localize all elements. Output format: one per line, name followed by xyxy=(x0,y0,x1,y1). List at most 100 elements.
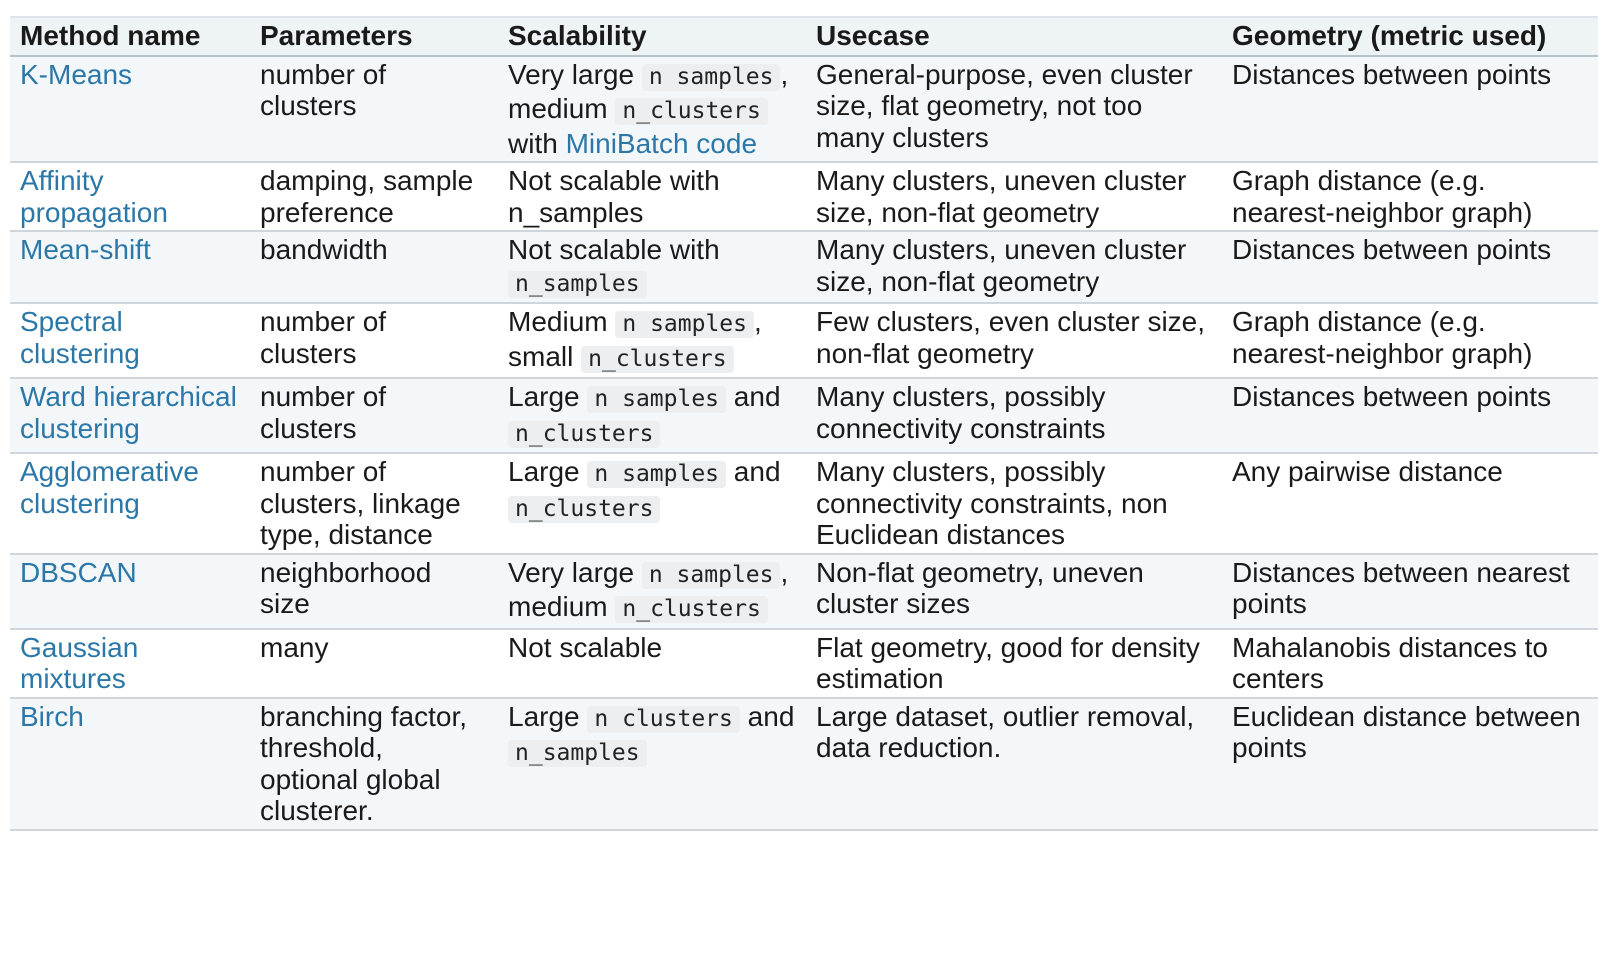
scalability-cell: Large n samples and n_clusters xyxy=(498,378,806,453)
code-n-samples: n samples xyxy=(587,386,727,413)
method-cell: Gaussian mixtures xyxy=(10,628,250,698)
usecase-cell: General-purpose, even cluster size, flat… xyxy=(806,55,1222,162)
method-link-birch[interactable]: Birch xyxy=(20,700,84,732)
scalability-text: with xyxy=(508,127,566,159)
code-n-samples: n_samples xyxy=(508,740,647,767)
method-cell: Affinity propagation xyxy=(10,162,250,231)
code-n-clusters: n clusters xyxy=(587,705,740,733)
scalability-text: and xyxy=(726,381,781,412)
parameters-cell: number of clusters, linkage type, distan… xyxy=(250,453,498,554)
method-link-ward-hierarchical-clustering[interactable]: Ward hierarchical clustering xyxy=(20,381,237,444)
method-link-agglomerative-clustering[interactable]: Agglomerative clustering xyxy=(20,456,199,519)
header-geometry: Geometry (metric used) xyxy=(1222,17,1598,56)
method-cell: Agglomerative clustering xyxy=(10,453,250,554)
table-row: DBSCAN neighborhood size Very large n sa… xyxy=(10,553,1598,629)
method-link-spectral-clustering[interactable]: Spectral clustering xyxy=(20,306,140,369)
scalability-text: Large xyxy=(508,456,588,487)
table-row: K-Means number of clusters Very large n … xyxy=(10,55,1598,162)
geometry-cell: Any pairwise distance xyxy=(1222,453,1598,554)
method-cell: Spectral clustering xyxy=(10,303,250,378)
parameters-cell: number of clusters xyxy=(250,55,498,162)
code-n-clusters: n_clusters xyxy=(508,495,661,523)
geometry-cell: Distances between points xyxy=(1222,378,1598,453)
scalability-text: Large xyxy=(508,381,588,412)
usecase-cell: Many clusters, uneven cluster size, non-… xyxy=(806,162,1222,231)
code-n-clusters: n_clusters xyxy=(615,596,768,623)
table-header-row: Method name Parameters Scalability Useca… xyxy=(10,17,1598,56)
scalability-text: , small xyxy=(508,306,762,372)
geometry-cell: Distances between points xyxy=(1222,55,1598,162)
geometry-cell: Distances between nearest points xyxy=(1222,553,1598,629)
usecase-cell: Few clusters, even cluster size, non-fla… xyxy=(806,303,1222,378)
table-row: Mean-shift bandwidth Not scalable with n… xyxy=(10,231,1598,303)
code-n-samples: n samples xyxy=(615,311,754,338)
table-row: Birch branching factor, threshold, optio… xyxy=(10,697,1598,830)
scalability-cell: Large n clusters and n_samples xyxy=(498,697,806,830)
header-method-name: Method name xyxy=(10,17,250,56)
parameters-cell: damping, sample preference xyxy=(250,162,498,231)
method-link-mean-shift[interactable]: Mean-shift xyxy=(20,234,151,265)
parameters-cell: number of clusters xyxy=(250,303,498,378)
header-scalability: Scalability xyxy=(498,17,806,56)
table-row: Gaussian mixtures many Not scalable Flat… xyxy=(10,628,1598,698)
scalability-text: , medium xyxy=(508,556,789,623)
parameters-cell: branching factor, threshold, optional gl… xyxy=(250,697,498,830)
scalability-cell: Not scalable with n_samples xyxy=(498,162,806,231)
scalability-text: Not scalable xyxy=(508,631,663,663)
parameters-cell: many xyxy=(250,628,498,698)
method-cell: Ward hierarchical clustering xyxy=(10,378,250,453)
scalability-text: Very large xyxy=(508,556,642,588)
code-n-samples: n samples xyxy=(587,461,727,488)
method-link-affinity-propagation[interactable]: Affinity propagation xyxy=(20,165,168,228)
method-cell: K-Means xyxy=(10,55,250,162)
code-n-clusters: n_clusters xyxy=(581,345,734,373)
code-n-samples: n samples xyxy=(641,63,781,91)
scalability-cell: Very large n samples, medium n_clusters … xyxy=(498,55,806,162)
table-row: Ward hierarchical clustering number of c… xyxy=(10,378,1598,453)
table-row: Spectral clustering number of clusters M… xyxy=(10,303,1598,378)
clustering-methods-table: Method name Parameters Scalability Useca… xyxy=(10,16,1598,831)
geometry-cell: Mahalanobis distances to centers xyxy=(1222,628,1598,698)
method-link-gaussian-mixtures[interactable]: Gaussian mixtures xyxy=(20,631,139,695)
parameters-cell: number of clusters xyxy=(250,378,498,453)
scalability-cell: Very large n samples, medium n_clusters xyxy=(498,553,806,629)
code-n-clusters: n_clusters xyxy=(508,420,661,448)
table-row: Agglomerative clustering number of clust… xyxy=(10,453,1598,554)
scalability-text: Not scalable with n_samples xyxy=(508,165,720,228)
scalability-text: , medium xyxy=(508,58,789,125)
method-link-dbscan[interactable]: DBSCAN xyxy=(20,556,137,588)
geometry-cell: Graph distance (e.g. nearest-neighbor gr… xyxy=(1222,303,1598,378)
scalability-text: and xyxy=(739,700,795,732)
usecase-cell: Many clusters, uneven cluster size, non-… xyxy=(806,231,1222,303)
method-cell: DBSCAN xyxy=(10,553,250,629)
scalability-cell: Not scalable xyxy=(498,628,806,698)
header-usecase: Usecase xyxy=(806,17,1222,56)
usecase-cell: Non-flat geometry, uneven cluster sizes xyxy=(806,553,1222,629)
method-cell: Birch xyxy=(10,697,250,830)
clustering-comparison: Method name Parameters Scalability Useca… xyxy=(10,16,1598,831)
minibatch-code-link[interactable]: MiniBatch code xyxy=(565,127,758,159)
geometry-cell: Graph distance (e.g. nearest-neighbor gr… xyxy=(1222,162,1598,231)
scalability-text: Large xyxy=(508,700,588,732)
parameters-cell: bandwidth xyxy=(250,231,498,303)
usecase-cell: Many clusters, possibly connectivity con… xyxy=(806,378,1222,453)
usecase-cell: Flat geometry, good for density estimati… xyxy=(806,628,1222,698)
scalability-text: Not scalable with xyxy=(508,234,720,265)
scalability-cell: Not scalable with n_samples xyxy=(498,231,806,303)
header-parameters: Parameters xyxy=(250,17,498,56)
scalability-text: and xyxy=(726,456,781,487)
method-cell: Mean-shift xyxy=(10,231,250,303)
code-n-samples: n samples xyxy=(641,561,781,589)
code-n-samples: n_samples xyxy=(508,270,647,298)
scalability-text: Very large xyxy=(508,58,642,90)
usecase-cell: Large dataset, outlier removal, data red… xyxy=(806,697,1222,830)
usecase-cell: Many clusters, possibly connectivity con… xyxy=(806,453,1222,554)
code-n-clusters: n_clusters xyxy=(615,98,768,125)
geometry-cell: Distances between points xyxy=(1222,231,1598,303)
method-link-k-means[interactable]: K-Means xyxy=(20,58,133,90)
geometry-cell: Euclidean distance between points xyxy=(1222,697,1598,830)
scalability-cell: Large n samples and n_clusters xyxy=(498,453,806,554)
scalability-cell: Medium n samples, small n_clusters xyxy=(498,303,806,378)
scalability-text: Medium xyxy=(508,306,616,337)
parameters-cell: neighborhood size xyxy=(250,553,498,629)
